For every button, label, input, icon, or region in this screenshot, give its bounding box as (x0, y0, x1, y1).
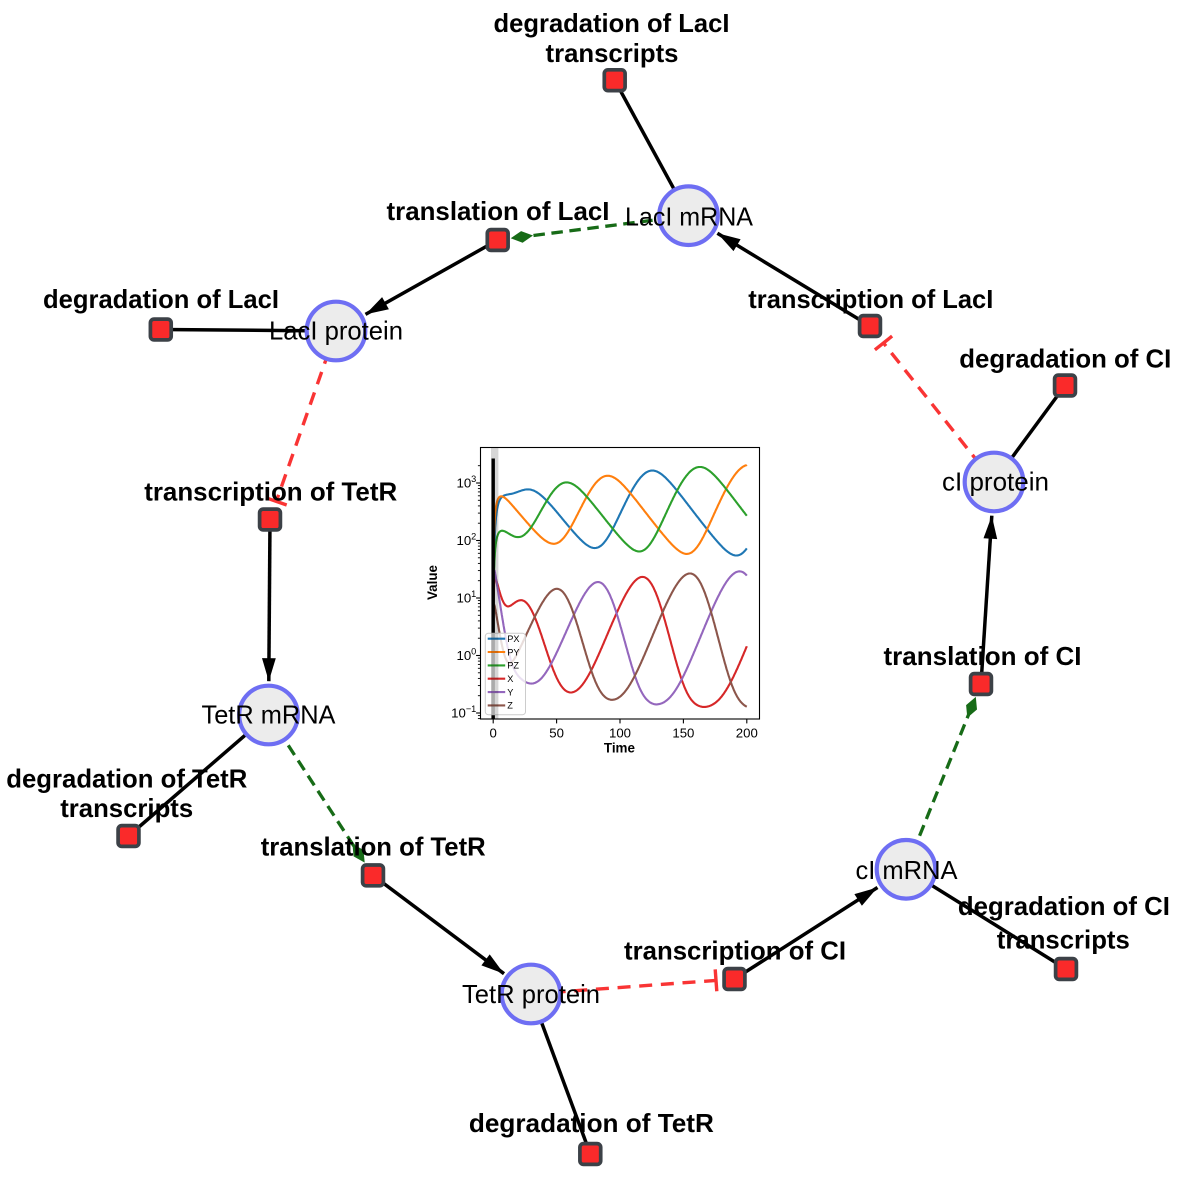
svg-text:degradation of CI: degradation of CI (959, 344, 1171, 374)
svg-text:150: 150 (672, 725, 694, 740)
svg-text:transcription of LacI: transcription of LacI (748, 284, 993, 314)
svg-text:translation of LacI: translation of LacI (387, 196, 610, 226)
svg-text:50: 50 (549, 725, 564, 740)
svg-text:degradation of TetR: degradation of TetR (469, 1108, 714, 1138)
svg-text:LacI protein: LacI protein (269, 316, 403, 346)
svg-text:X: X (507, 674, 513, 684)
svg-text:transcripts: transcripts (60, 793, 193, 823)
svg-text:TetR protein: TetR protein (462, 979, 600, 1009)
svg-text:degradation of LacI: degradation of LacI (494, 8, 730, 38)
svg-text:translation of CI: translation of CI (884, 641, 1082, 671)
svg-text:transcription of TetR: transcription of TetR (144, 476, 397, 506)
svg-text:Time: Time (604, 741, 635, 756)
svg-text:0: 0 (490, 725, 497, 740)
svg-text:transcripts: transcripts (997, 924, 1130, 954)
svg-text:degradation of TetR: degradation of TetR (6, 764, 247, 794)
svg-text:PZ: PZ (507, 661, 519, 671)
svg-text:cI protein: cI protein (942, 466, 1049, 496)
svg-text:Value: Value (425, 565, 440, 600)
svg-text:translation of TetR: translation of TetR (261, 832, 486, 862)
svg-text:transcription of CI: transcription of CI (624, 936, 846, 966)
svg-text:Z: Z (507, 701, 513, 711)
svg-text:PY: PY (507, 647, 519, 657)
svg-text:transcripts: transcripts (546, 38, 679, 68)
svg-text:LacI mRNA: LacI mRNA (625, 201, 754, 231)
svg-text:cI mRNA: cI mRNA (856, 855, 959, 885)
svg-text:100: 100 (609, 725, 631, 740)
svg-text:degradation of CI: degradation of CI (958, 891, 1170, 921)
svg-text:TetR mRNA: TetR mRNA (202, 700, 337, 730)
svg-text:200: 200 (736, 725, 758, 740)
svg-text:degradation of LacI: degradation of LacI (43, 284, 279, 314)
svg-text:Y: Y (507, 687, 513, 697)
svg-text:PX: PX (507, 634, 519, 644)
